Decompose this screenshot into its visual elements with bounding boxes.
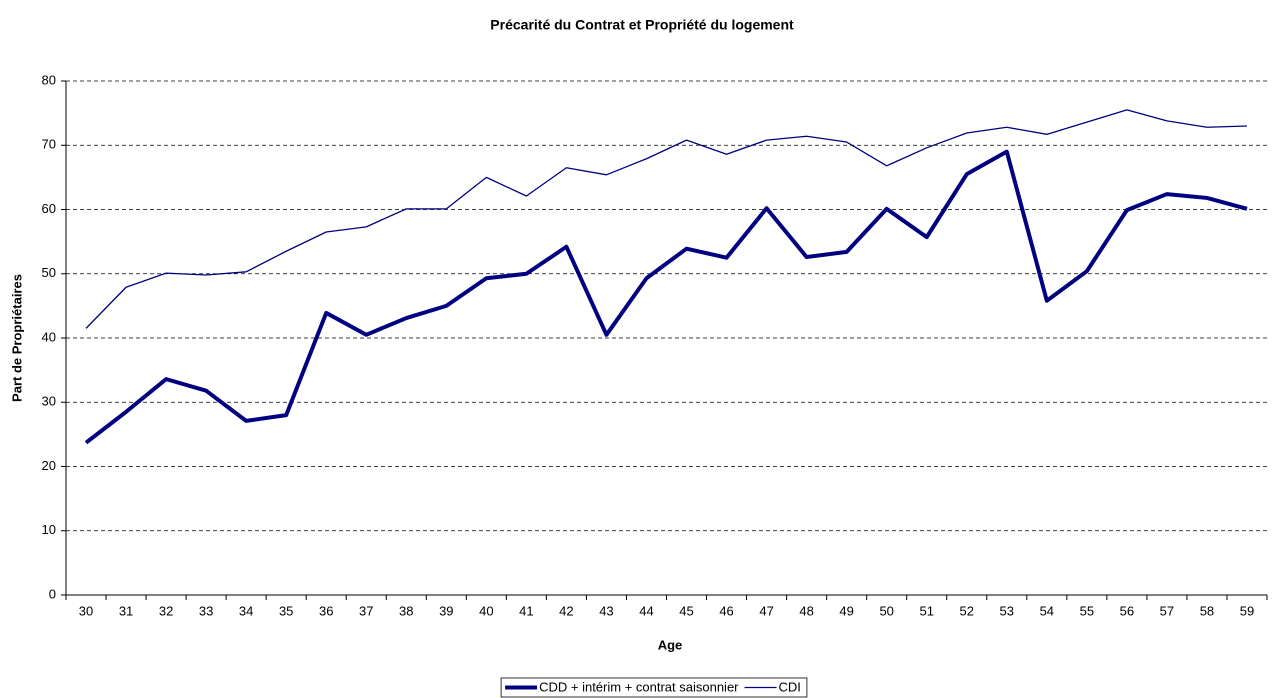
y-tick-label: 80 <box>42 72 56 87</box>
y-tick-label: 40 <box>42 329 56 344</box>
x-tick-label: 58 <box>1200 603 1214 618</box>
y-tick-label: 20 <box>42 458 56 473</box>
x-tick-label: 56 <box>1120 603 1134 618</box>
y-tick-label: 50 <box>42 265 56 280</box>
x-tick-label: 49 <box>839 603 853 618</box>
x-tick-label: 59 <box>1240 603 1254 618</box>
x-tick-label: 40 <box>479 603 493 618</box>
x-tick-label: 51 <box>919 603 933 618</box>
x-tick-label: 55 <box>1080 603 1094 618</box>
y-axis-label: Part de Propriétaires <box>9 274 24 402</box>
x-tick-label: 34 <box>239 603 253 618</box>
x-tick-label: 35 <box>279 603 293 618</box>
x-tick-label: 39 <box>439 603 453 618</box>
x-tick-label: 37 <box>359 603 373 618</box>
x-tick-label: 54 <box>1040 603 1054 618</box>
x-tick-label: 45 <box>679 603 693 618</box>
y-tick-label: 30 <box>42 394 56 409</box>
x-tick-label: 52 <box>960 603 974 618</box>
x-tick-label: 38 <box>399 603 413 618</box>
y-tick-label: 70 <box>42 137 56 152</box>
chart-title: Précarité du Contrat et Propriété du log… <box>490 17 794 33</box>
legend-label: CDI <box>779 679 801 694</box>
x-tick-label: 32 <box>159 603 173 618</box>
legend-label: CDD + intérim + contrat saisonnier <box>539 679 739 694</box>
series-line <box>84 149 1248 445</box>
x-tick-label: 46 <box>719 603 733 618</box>
x-tick-label: 48 <box>799 603 813 618</box>
x-tick-label: 57 <box>1160 603 1174 618</box>
x-tick-label: 30 <box>79 603 93 618</box>
y-tick-label: 10 <box>42 522 56 537</box>
x-tick-label: 53 <box>1000 603 1014 618</box>
legend-box <box>500 677 808 698</box>
y-tick-label: 0 <box>49 586 56 601</box>
x-tick-label: 50 <box>879 603 893 618</box>
x-tick-label: 47 <box>759 603 773 618</box>
x-tick-label: 41 <box>519 603 533 618</box>
x-tick-label: 42 <box>559 603 573 618</box>
x-tick-label: 33 <box>199 603 213 618</box>
series-line <box>85 109 1248 329</box>
x-axis-label: Age <box>658 637 683 652</box>
y-tick-label: 60 <box>42 201 56 216</box>
x-tick-label: 44 <box>639 603 653 618</box>
x-tick-label: 36 <box>319 603 333 618</box>
x-tick-label: 43 <box>599 603 613 618</box>
x-tick-label: 31 <box>119 603 133 618</box>
